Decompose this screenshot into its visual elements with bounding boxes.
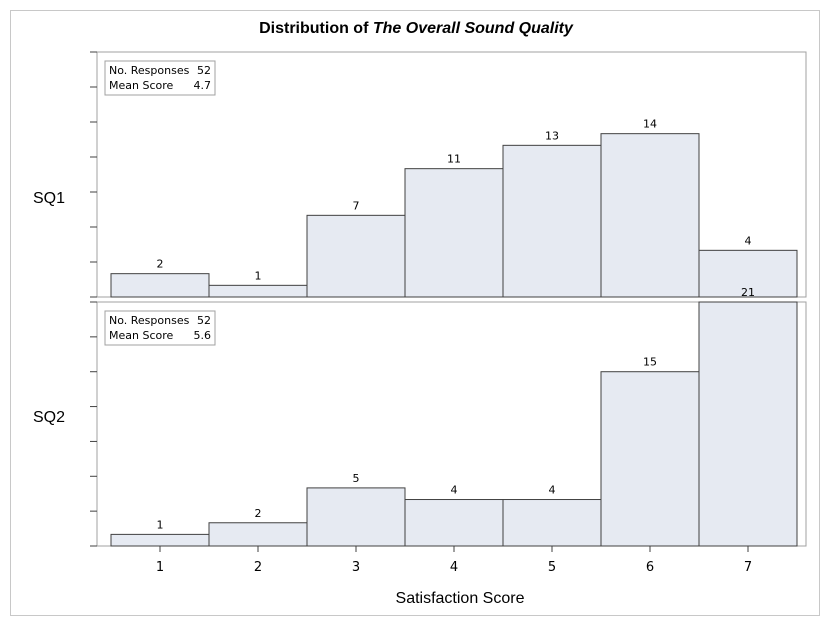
chart-title-prefix: Distribution of <box>259 20 373 37</box>
bar <box>404 168 504 298</box>
bar <box>404 499 504 547</box>
chart-title-italic: The Overall Sound Quality <box>372 20 573 37</box>
bar-value-label: 7 <box>353 199 360 212</box>
stats-box <box>104 310 216 346</box>
bar <box>698 301 798 547</box>
stats-responses-value: 52 <box>197 64 211 77</box>
bar-value-label: 4 <box>451 484 458 497</box>
panel-2-label: SQ2 <box>33 409 66 426</box>
bar <box>110 533 210 547</box>
stats-responses-label: No. Responses <box>109 64 190 77</box>
stats-mean-label: Mean Score <box>109 329 174 342</box>
chart-title: Distribution of The Overall Sound Qualit… <box>0 20 832 38</box>
x-tick-label: 2 <box>254 560 262 575</box>
bar-value-label: 11 <box>447 153 461 166</box>
panel-1-label: SQ1 <box>33 190 66 207</box>
stats-mean-label: Mean Score <box>109 79 174 92</box>
bar-value-label: 14 <box>643 118 657 131</box>
bar <box>600 133 700 298</box>
x-tick-label: 3 <box>352 560 360 575</box>
bar <box>502 144 602 298</box>
bar-value-label: 1 <box>157 518 164 531</box>
bar-value-label: 4 <box>745 234 752 247</box>
bar <box>698 249 798 298</box>
x-tick-label: 4 <box>450 560 458 575</box>
stats-responses-value: 52 <box>197 314 211 327</box>
x-axis-label: Satisfaction Score <box>395 590 525 607</box>
bar <box>208 522 308 547</box>
stats-responses-label: No. Responses <box>109 314 190 327</box>
bar <box>600 371 700 547</box>
bar-value-label: 4 <box>549 484 556 497</box>
bar-value-label: 13 <box>545 129 559 142</box>
bar <box>306 487 406 547</box>
bar <box>110 273 210 298</box>
x-tick-label: 1 <box>156 560 164 575</box>
x-tick-label: 7 <box>744 560 752 575</box>
bar <box>306 214 406 298</box>
bar-value-label: 2 <box>157 258 164 271</box>
stats-mean-value: 5.6 <box>194 329 212 342</box>
x-tick-label: 5 <box>548 560 556 575</box>
stats-box <box>104 60 216 96</box>
x-tick-label: 6 <box>646 560 654 575</box>
stats-mean-value: 4.7 <box>194 79 212 92</box>
bar-value-label: 2 <box>255 507 262 520</box>
chart-frame <box>10 10 820 616</box>
bar-value-label: 1 <box>255 269 262 282</box>
bar <box>208 284 308 298</box>
bar <box>502 499 602 547</box>
bar-value-label: 21 <box>741 286 755 299</box>
bar-value-label: 5 <box>353 472 360 485</box>
bar-value-label: 15 <box>643 356 657 369</box>
